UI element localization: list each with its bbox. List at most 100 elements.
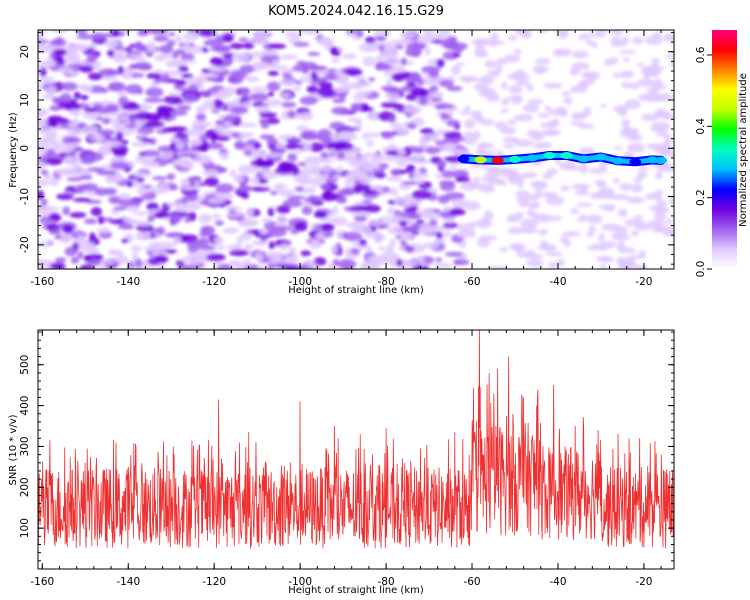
- noise-blob: [85, 152, 104, 162]
- noise-blob: [229, 169, 237, 177]
- noise-blob: [439, 79, 454, 88]
- noise-blob: [116, 131, 124, 141]
- noise-blob: [665, 53, 674, 60]
- colorbar-tick-label: 0.6: [695, 46, 707, 63]
- noise-blob: [38, 190, 45, 200]
- noise-blob: [117, 224, 135, 230]
- noise-blob: [211, 44, 231, 53]
- noise-blob: [614, 145, 623, 150]
- colorbar-tick-label: 0.4: [695, 118, 707, 135]
- x-tick-label: -160: [30, 576, 54, 588]
- noise-blob: [444, 251, 464, 257]
- noise-blob: [38, 258, 48, 266]
- noise-blob: [349, 207, 368, 212]
- noise-blob: [612, 178, 621, 184]
- noise-blob: [564, 240, 572, 248]
- noise-blob: [379, 216, 396, 221]
- noise-blob: [95, 106, 112, 114]
- noise-blob: [83, 218, 98, 225]
- noise-blob: [624, 218, 645, 227]
- noise-blob: [76, 234, 84, 241]
- noise-blob: [499, 247, 509, 252]
- noise-blob: [536, 246, 557, 251]
- noise-blob: [472, 176, 481, 183]
- noise-blob: [238, 131, 255, 138]
- noise-blob: [154, 241, 171, 251]
- noise-blob: [185, 77, 204, 86]
- noise-blob: [588, 225, 596, 233]
- signal-trace-point: [577, 155, 590, 163]
- noise-blob: [82, 183, 99, 192]
- x-tick-label: -140: [116, 276, 140, 288]
- noise-blob: [290, 167, 301, 173]
- noise-blob: [349, 81, 365, 90]
- noise-blob: [334, 142, 354, 151]
- noise-blob: [320, 151, 330, 159]
- noise-blob: [645, 193, 657, 200]
- noise-blob: [100, 75, 119, 81]
- colorbar: 0.0 0.2 0.4 0.6 Normalized spectral amplitu…: [695, 30, 749, 277]
- noise-blob: [370, 153, 385, 162]
- noise-blob: [225, 205, 242, 212]
- noise-blob: [231, 52, 250, 63]
- noise-blob: [471, 110, 481, 121]
- noise-blob: [64, 246, 78, 257]
- noise-blob: [276, 214, 287, 224]
- noise-blob: [249, 92, 269, 102]
- noise-blob: [477, 83, 485, 88]
- noise-blob: [545, 251, 564, 257]
- noise-blob: [362, 56, 376, 67]
- noise-blob: [63, 155, 73, 165]
- noise-blob: [621, 81, 632, 89]
- noise-blob: [663, 231, 673, 237]
- x-tick-label: -60: [463, 276, 480, 288]
- noise-blob: [135, 231, 151, 241]
- noise-blob: [633, 177, 643, 184]
- noise-blob: [286, 195, 306, 200]
- noise-blob: [319, 216, 338, 223]
- noise-blob: [38, 205, 52, 211]
- noise-blob: [91, 32, 106, 40]
- noise-blob: [644, 65, 665, 73]
- noise-blob: [610, 30, 624, 36]
- noise-blob: [437, 194, 450, 204]
- y-tick-label: 20: [19, 45, 31, 58]
- noise-blob: [137, 126, 155, 135]
- noise-blob: [166, 173, 176, 181]
- noise-blob: [179, 153, 196, 158]
- noise-blob: [136, 187, 151, 195]
- noise-blob: [80, 94, 89, 101]
- noise-blob: [337, 130, 354, 140]
- noise-blob: [180, 256, 194, 263]
- snr-y-label: SNR (10 * v/v): [8, 414, 19, 485]
- noise-blob: [441, 170, 456, 178]
- noise-blob: [418, 225, 436, 234]
- noise-blob: [514, 48, 522, 55]
- noise-blob: [269, 148, 288, 154]
- noise-blob: [561, 231, 581, 237]
- noise-blob: [246, 207, 254, 217]
- noise-blob: [317, 36, 333, 46]
- snr-panel: -160 -140 -120 -100 -80 -60 -40 -20 100 200 300 40…: [8, 329, 675, 596]
- noise-blob: [586, 214, 603, 224]
- noise-blob: [510, 176, 521, 184]
- noise-blob: [186, 164, 194, 170]
- noise-blob: [53, 55, 65, 63]
- noise-blob: [328, 262, 335, 269]
- noise-blob: [651, 83, 667, 91]
- noise-blob: [552, 49, 565, 57]
- noise-blob: [456, 62, 465, 67]
- noise-blob: [56, 193, 74, 200]
- noise-blob: [399, 240, 407, 246]
- noise-blob: [341, 53, 357, 60]
- noise-blob: [100, 88, 109, 94]
- noise-blob: [458, 110, 473, 115]
- noise-blob: [343, 154, 362, 164]
- noise-blob: [68, 43, 87, 48]
- noise-blob: [414, 146, 425, 154]
- noise-blob: [213, 123, 225, 133]
- noise-blob: [307, 186, 316, 194]
- noise-blob: [612, 226, 628, 235]
- noise-blob: [523, 194, 541, 201]
- noise-blob: [38, 76, 56, 86]
